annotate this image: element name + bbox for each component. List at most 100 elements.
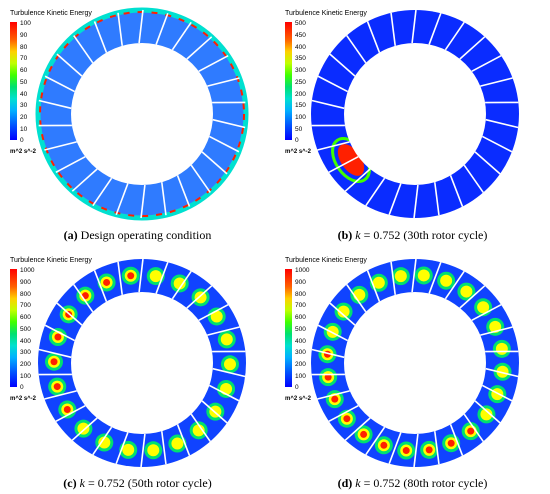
legend-c: 1000 900 800 700 600 500 400 300 200 100… — [10, 267, 37, 402]
vortex-core — [425, 446, 433, 454]
legend-tick: 700 — [295, 302, 306, 309]
panel-c-figure: Turbulence Kinetic Energy 1000 900 800 7… — [10, 257, 246, 468]
vortex-core — [50, 358, 58, 366]
legend-tick: 600 — [295, 314, 306, 321]
blade-line — [463, 413, 484, 442]
legend-tick: 60 — [20, 67, 28, 74]
vortex-core — [331, 395, 339, 403]
vortex-mid — [223, 358, 236, 371]
legend-ticks: 100 90 80 70 60 50 40 30 20 10 0 — [20, 20, 31, 144]
blade-line — [92, 426, 113, 456]
blade-lines — [38, 9, 246, 219]
blade-lines — [311, 9, 519, 219]
blade-line — [411, 258, 417, 293]
legend-tick: 200 — [295, 361, 306, 368]
blade-line — [388, 183, 402, 216]
legend-tick: 50 — [295, 126, 303, 133]
vortex-core — [324, 373, 332, 381]
vortex-mid — [495, 342, 508, 355]
legend-tick: 200 — [295, 91, 306, 98]
legend-ticks: 1000 900 800 700 600 500 400 300 200 100… — [295, 267, 310, 391]
blade-line — [201, 400, 228, 424]
blade-line — [190, 164, 211, 193]
annulus-hub — [71, 43, 213, 185]
blade-lines — [311, 258, 519, 468]
legend-tick: 400 — [295, 44, 306, 51]
blade-line — [155, 261, 169, 294]
blade-line — [208, 135, 240, 153]
blade-line — [328, 155, 359, 173]
blade-line — [444, 21, 465, 51]
vortex-mid — [147, 444, 160, 457]
legend-unit: m^2 s^-2 — [10, 149, 37, 155]
vortex-mid — [480, 408, 493, 421]
blade-line — [390, 261, 397, 295]
caption-k-value: = 0.752 — [360, 228, 401, 242]
vortex-mid — [173, 277, 186, 290]
caption-k: k — [79, 476, 85, 490]
legend-title: Turbulence Kinetic Energy — [10, 10, 92, 17]
vortex-mid — [394, 270, 407, 283]
legend-colorbar — [10, 269, 17, 387]
blade-line — [311, 99, 345, 110]
blade-line — [366, 270, 381, 302]
legend-tick: 800 — [295, 291, 306, 298]
blade-line — [471, 55, 502, 73]
caption-k: k — [355, 228, 361, 242]
legend-tick: 100 — [20, 373, 31, 380]
blade-line — [71, 168, 98, 192]
blade-line — [480, 77, 513, 87]
legend-title: Turbulence Kinetic Energy — [285, 10, 367, 17]
legend-tick: 800 — [20, 291, 31, 298]
blade-line — [201, 151, 228, 175]
legend-unit: m^2 s^-2 — [285, 396, 312, 402]
caption-b: (b) k = 0.752 (30th rotor cycle) — [275, 228, 550, 243]
vortex-mid — [149, 270, 162, 283]
blade-line — [366, 21, 381, 53]
vortex-mid — [496, 365, 509, 378]
vortex-mid — [220, 333, 233, 346]
blade-line — [481, 384, 513, 402]
legend-tick: 100 — [20, 20, 31, 27]
blade-line — [55, 155, 86, 173]
blade-line — [190, 413, 211, 442]
blade-line — [428, 261, 442, 294]
legend-b: 500 450 400 350 300 250 200 150 100 50 0… — [285, 20, 312, 155]
legend-tick: 30 — [20, 102, 28, 109]
legend-d: 1000 900 800 700 600 500 400 300 200 100… — [285, 267, 312, 402]
legend-unit: m^2 s^-2 — [10, 396, 37, 402]
vortex-core — [127, 272, 135, 280]
blade-line — [428, 12, 442, 45]
blade-line — [138, 9, 144, 44]
blade-line — [474, 151, 501, 175]
blade-line — [44, 324, 76, 342]
blade-line — [117, 261, 124, 295]
vortex-mid — [210, 310, 223, 323]
blade-line — [365, 426, 386, 456]
vortex-mid — [326, 325, 339, 338]
blade-line — [44, 390, 77, 400]
legend-tick: 500 — [295, 20, 306, 27]
vortex-mid — [477, 301, 490, 314]
panel-b-figure: Turbulence Kinetic Energy 500 450 400 35… — [285, 9, 519, 219]
caption-letter: (d) — [337, 476, 353, 490]
legend-title: Turbulence Kinetic Energy — [285, 257, 367, 264]
blade-line — [160, 431, 167, 465]
caption-letter: (a) — [63, 228, 78, 242]
blade-line — [485, 367, 519, 378]
blade-line — [212, 118, 246, 129]
legend-unit: m^2 s^-2 — [285, 149, 312, 155]
blade-line — [44, 75, 76, 93]
blade-line — [444, 270, 465, 300]
annulus-a — [35, 7, 249, 221]
blade-line — [55, 404, 86, 422]
vortex-mid — [460, 285, 473, 298]
vortex-mid — [171, 437, 184, 450]
legend-tick: 350 — [295, 55, 306, 62]
blade-line — [92, 177, 113, 207]
blade-line — [73, 284, 94, 313]
blade-line — [413, 433, 419, 468]
blade-line — [346, 284, 367, 313]
legend-tick: 10 — [20, 126, 28, 133]
legend-tick: 0 — [295, 384, 299, 391]
